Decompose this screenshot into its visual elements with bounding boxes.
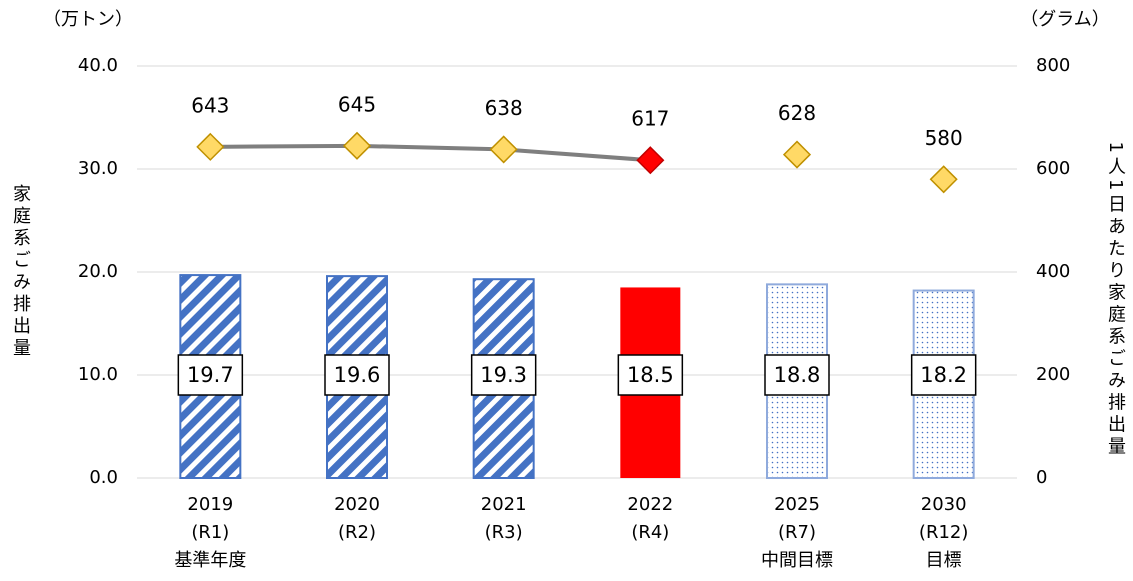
y2-unit: （グラム） — [1020, 9, 1109, 30]
x-tick-label: 2019 — [187, 494, 233, 515]
line — [210, 143, 651, 163]
data-label: 19.7 — [187, 363, 234, 387]
marker — [782, 140, 812, 169]
marker — [342, 131, 372, 160]
data-label-box — [910, 354, 977, 396]
data-label: 643 — [191, 93, 229, 117]
y2-tick-label: 0 — [1036, 467, 1047, 488]
y-tick-label: 30.0 — [78, 158, 118, 179]
marker — [636, 146, 665, 175]
y2-axis-label: 1人1日あたり家庭系ごみ排出量 — [1105, 142, 1126, 459]
data-label-box — [324, 354, 390, 396]
x-tick-label: (R3) — [485, 522, 523, 543]
data-label-box — [177, 354, 244, 396]
y-tick-label: 20.0 — [78, 261, 118, 282]
x-tick-label: (R2) — [338, 522, 376, 543]
data-label-box — [470, 354, 537, 396]
x-tick-label: (R1) — [191, 522, 229, 543]
y2-tick-label: 800 — [1036, 55, 1070, 76]
y-unit: （万トン） — [43, 9, 133, 30]
x-tick-label: (R7) — [778, 522, 816, 543]
x-tick-label: 2022 — [627, 494, 673, 515]
data-label: 628 — [778, 101, 816, 125]
data-label-box — [617, 354, 684, 396]
x-tick-label: (R4) — [631, 522, 669, 543]
data-label: 617 — [631, 107, 669, 131]
y-tick-label: 10.0 — [78, 364, 118, 385]
data-label: 645 — [338, 92, 376, 116]
data-label: 19.6 — [334, 363, 381, 387]
x-tick-label: 2021 — [481, 494, 527, 515]
data-label: 638 — [485, 96, 523, 120]
marker — [196, 132, 225, 161]
data-label: 19.3 — [480, 363, 527, 387]
y-axis-label: 家庭系ごみ排出量 — [10, 184, 31, 360]
marker — [929, 165, 958, 194]
y2-tick-label: 400 — [1036, 261, 1070, 282]
x-tick-label: 2020 — [334, 494, 380, 515]
data-label: 18.8 — [774, 363, 821, 387]
x-tick-label: 目標 — [926, 550, 962, 571]
y2-tick-label: 600 — [1036, 158, 1070, 179]
x-tick-label: 2030 — [921, 494, 967, 515]
x-tick-label: 中間目標 — [761, 550, 833, 571]
y2-tick-label: 200 — [1036, 364, 1070, 385]
data-label: 18.2 — [920, 363, 967, 387]
x-tick-label: 2025 — [774, 494, 820, 515]
x-tick-label: 基準年度 — [174, 550, 246, 571]
marker — [489, 135, 518, 164]
x-tick-label: (R12) — [919, 522, 968, 543]
data-label-box — [764, 354, 830, 396]
data-label: 580 — [925, 126, 963, 150]
data-label: 18.5 — [627, 363, 674, 387]
y-tick-label: 40.0 — [78, 55, 118, 76]
y-tick-label: 0.0 — [89, 467, 118, 488]
